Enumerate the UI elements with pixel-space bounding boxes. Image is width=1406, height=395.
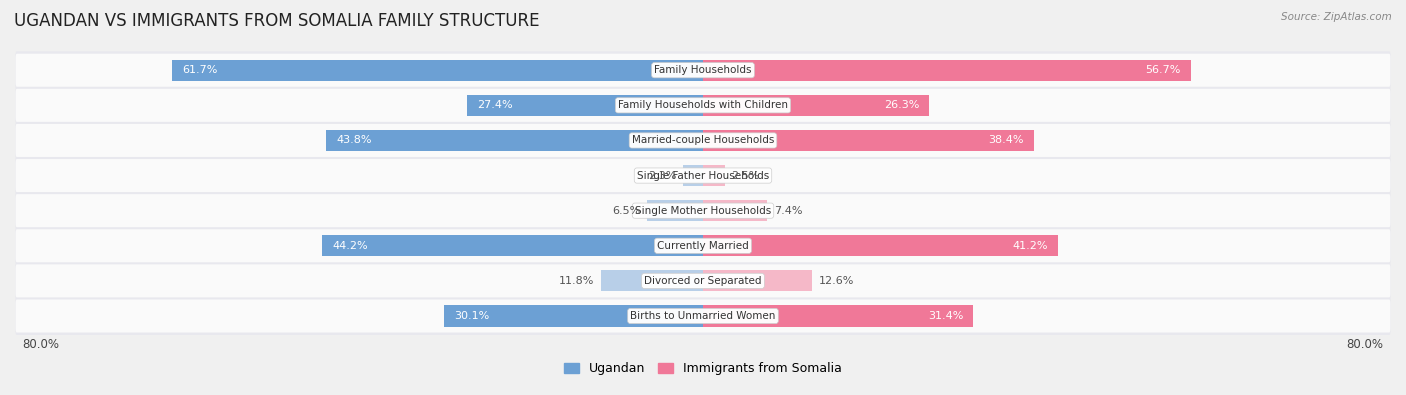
Bar <box>703 200 766 221</box>
FancyBboxPatch shape <box>15 227 1391 265</box>
Bar <box>703 95 929 116</box>
FancyBboxPatch shape <box>15 87 1391 124</box>
Text: 2.3%: 2.3% <box>648 171 676 181</box>
Text: Currently Married: Currently Married <box>657 241 749 251</box>
FancyBboxPatch shape <box>15 124 1391 157</box>
Text: 56.7%: 56.7% <box>1146 65 1181 75</box>
Text: Divorced or Separated: Divorced or Separated <box>644 276 762 286</box>
Text: 80.0%: 80.0% <box>1347 338 1384 351</box>
Text: Source: ZipAtlas.com: Source: ZipAtlas.com <box>1281 12 1392 22</box>
Text: Births to Unmarried Women: Births to Unmarried Women <box>630 311 776 321</box>
FancyBboxPatch shape <box>15 159 1391 192</box>
Bar <box>703 305 973 327</box>
Bar <box>703 235 1057 256</box>
FancyBboxPatch shape <box>15 264 1391 297</box>
Text: 2.5%: 2.5% <box>731 171 759 181</box>
Bar <box>703 165 724 186</box>
Text: 80.0%: 80.0% <box>22 338 59 351</box>
FancyBboxPatch shape <box>15 89 1391 122</box>
FancyBboxPatch shape <box>15 299 1391 333</box>
Bar <box>703 130 1033 151</box>
Legend: Ugandan, Immigrants from Somalia: Ugandan, Immigrants from Somalia <box>560 357 846 380</box>
Text: 27.4%: 27.4% <box>478 100 513 110</box>
Text: 38.4%: 38.4% <box>988 135 1024 145</box>
Text: 43.8%: 43.8% <box>336 135 371 145</box>
FancyBboxPatch shape <box>15 192 1391 229</box>
Bar <box>703 60 1191 81</box>
Text: 26.3%: 26.3% <box>884 100 920 110</box>
FancyBboxPatch shape <box>15 262 1391 300</box>
Text: Single Mother Households: Single Mother Households <box>636 206 770 216</box>
Bar <box>703 270 811 292</box>
Text: Single Father Households: Single Father Households <box>637 171 769 181</box>
FancyBboxPatch shape <box>15 54 1391 87</box>
FancyBboxPatch shape <box>15 194 1391 227</box>
Text: 30.1%: 30.1% <box>454 311 489 321</box>
Bar <box>322 235 703 256</box>
Bar <box>326 130 703 151</box>
Text: 41.2%: 41.2% <box>1012 241 1047 251</box>
FancyBboxPatch shape <box>15 51 1391 89</box>
Bar <box>444 305 703 327</box>
FancyBboxPatch shape <box>15 229 1391 262</box>
Text: Married-couple Households: Married-couple Households <box>631 135 775 145</box>
Text: 31.4%: 31.4% <box>928 311 963 321</box>
Bar <box>647 200 703 221</box>
Text: 7.4%: 7.4% <box>773 206 801 216</box>
Bar <box>602 270 703 292</box>
FancyBboxPatch shape <box>15 156 1391 194</box>
Bar <box>172 60 703 81</box>
Text: 61.7%: 61.7% <box>181 65 218 75</box>
Text: 6.5%: 6.5% <box>612 206 640 216</box>
FancyBboxPatch shape <box>15 297 1391 335</box>
Text: 11.8%: 11.8% <box>560 276 595 286</box>
Text: Family Households with Children: Family Households with Children <box>619 100 787 110</box>
Text: 12.6%: 12.6% <box>818 276 853 286</box>
Bar <box>683 165 703 186</box>
FancyBboxPatch shape <box>15 122 1391 160</box>
Text: UGANDAN VS IMMIGRANTS FROM SOMALIA FAMILY STRUCTURE: UGANDAN VS IMMIGRANTS FROM SOMALIA FAMIL… <box>14 12 540 30</box>
Text: Family Households: Family Households <box>654 65 752 75</box>
Text: 44.2%: 44.2% <box>333 241 368 251</box>
Bar <box>467 95 703 116</box>
